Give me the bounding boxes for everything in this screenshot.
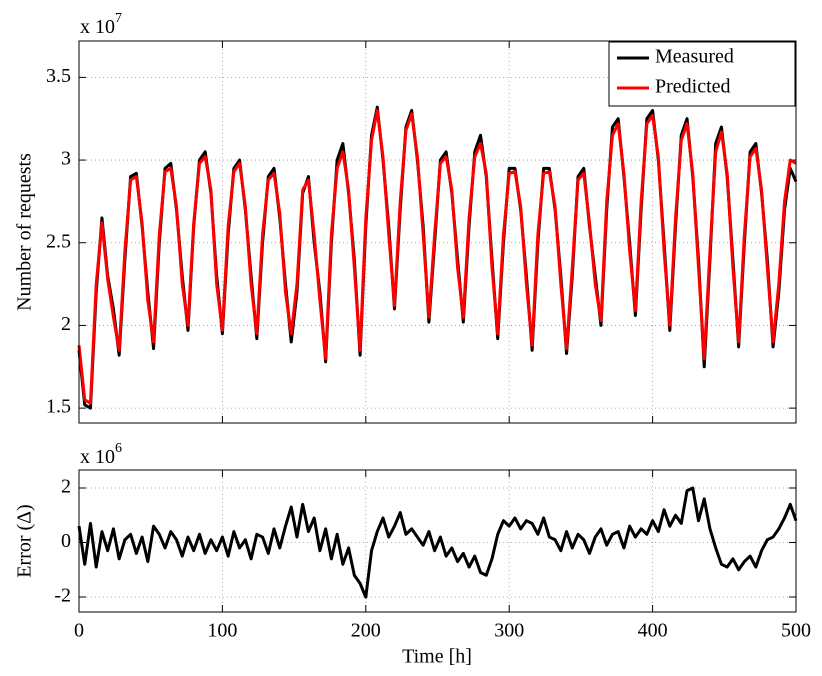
y-tick-label: 2.5 <box>46 230 71 252</box>
legend-box <box>608 41 796 107</box>
y-tick-label: 2 <box>61 476 71 498</box>
x-tick-label: 200 <box>351 620 381 642</box>
y-multiplier: x 106 <box>80 441 122 467</box>
y-tick-label: -2 <box>54 585 71 607</box>
x-axis-label: Time [h] <box>402 646 472 668</box>
y-axis-label: Error (Δ) <box>14 504 36 577</box>
y-axis-label: Number of requests <box>14 153 36 311</box>
plot-frame <box>78 469 797 613</box>
x-tick-label: 0 <box>74 620 84 642</box>
y-tick-label: 2 <box>61 313 71 335</box>
x-tick-label: 100 <box>207 620 237 642</box>
y-tick-label: 0 <box>61 530 71 552</box>
multiplier-base: x 10 <box>80 16 115 38</box>
legend-label: Predicted <box>655 76 731 98</box>
series-line <box>77 486 798 599</box>
multiplier-exponent: 6 <box>115 441 122 456</box>
legend: Measured Predicted <box>608 41 796 107</box>
x-tick-label: 300 <box>494 620 524 642</box>
multiplier-base: x 10 <box>80 446 115 468</box>
x-tick-label: 400 <box>638 620 668 642</box>
legend-label: Measured <box>655 46 734 68</box>
y-tick-label: 1.5 <box>46 396 71 418</box>
y-tick-label: 3 <box>61 148 71 170</box>
multiplier-exponent: 7 <box>115 11 122 26</box>
y-tick-label: 3.5 <box>46 65 71 87</box>
y-multiplier: x 107 <box>80 11 122 37</box>
x-tick-label: 500 <box>781 620 811 642</box>
plot-frame <box>78 40 797 424</box>
series-line <box>77 108 797 405</box>
series-line <box>77 105 798 410</box>
